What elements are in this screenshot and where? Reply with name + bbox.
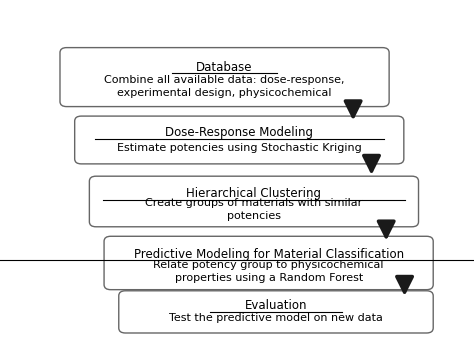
Text: Relate potency group to physicochemical
properties using a Random Forest: Relate potency group to physicochemical …: [154, 260, 384, 283]
FancyBboxPatch shape: [75, 116, 404, 164]
FancyBboxPatch shape: [119, 291, 433, 333]
Text: Database: Database: [196, 61, 253, 74]
FancyBboxPatch shape: [90, 176, 419, 227]
Text: Evaluation: Evaluation: [245, 299, 307, 312]
FancyBboxPatch shape: [104, 236, 433, 290]
Text: Hierarchical Clustering: Hierarchical Clustering: [186, 187, 321, 200]
Text: Combine all available data: dose-response,
experimental design, physicochemical: Combine all available data: dose-respons…: [104, 75, 345, 98]
Text: Create groups of materials with similar
potencies: Create groups of materials with similar …: [146, 198, 363, 221]
Text: Test the predictive model on new data: Test the predictive model on new data: [169, 313, 383, 323]
Text: Predictive Modeling for Material Classification: Predictive Modeling for Material Classif…: [134, 248, 404, 261]
FancyBboxPatch shape: [60, 48, 389, 107]
Text: Dose-Response Modeling: Dose-Response Modeling: [165, 126, 313, 139]
Text: Estimate potencies using Stochastic Kriging: Estimate potencies using Stochastic Krig…: [117, 143, 362, 152]
